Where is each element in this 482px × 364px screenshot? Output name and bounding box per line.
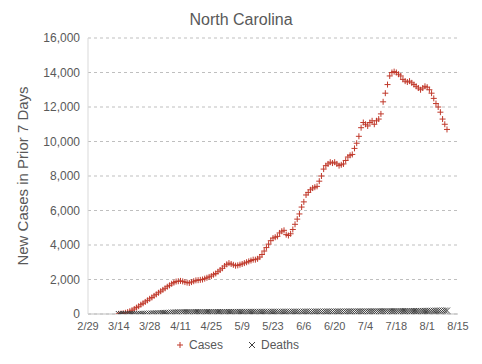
svg-text:5/9: 5/9 bbox=[235, 320, 250, 332]
svg-text:8/15: 8/15 bbox=[447, 320, 468, 332]
svg-text:14,000: 14,000 bbox=[43, 66, 80, 80]
svg-text:10,000: 10,000 bbox=[43, 135, 80, 149]
html-text:Cases: Cases bbox=[189, 338, 223, 352]
svg-text:12,000: 12,000 bbox=[43, 100, 80, 114]
html-text:North Carolina: North Carolina bbox=[189, 11, 293, 28]
svg-text:2/29: 2/29 bbox=[77, 320, 98, 332]
svg-text:6/6: 6/6 bbox=[296, 320, 311, 332]
svg-text:6,000: 6,000 bbox=[50, 204, 80, 218]
svg-text:4,000: 4,000 bbox=[50, 238, 80, 252]
svg-text:0: 0 bbox=[73, 307, 80, 321]
svg-text:3/14: 3/14 bbox=[108, 320, 129, 332]
svg-text:3/28: 3/28 bbox=[139, 320, 160, 332]
svg-text:7/18: 7/18 bbox=[386, 320, 407, 332]
svg-text:2,000: 2,000 bbox=[50, 273, 80, 287]
svg-text:7/4: 7/4 bbox=[358, 320, 373, 332]
svg-text:8/1: 8/1 bbox=[420, 320, 435, 332]
svg-text:4/25: 4/25 bbox=[201, 320, 222, 332]
svg-text:8,000: 8,000 bbox=[50, 169, 80, 183]
html-text:Deaths: Deaths bbox=[261, 338, 299, 352]
svg-text:5/23: 5/23 bbox=[262, 320, 283, 332]
svg-text:4/11: 4/11 bbox=[170, 320, 191, 332]
svg-text:16,000: 16,000 bbox=[43, 32, 80, 45]
svg-text:6/20: 6/20 bbox=[324, 320, 345, 332]
svg-text:New Cases in Prior 7 Days: New Cases in Prior 7 Days bbox=[14, 86, 31, 265]
